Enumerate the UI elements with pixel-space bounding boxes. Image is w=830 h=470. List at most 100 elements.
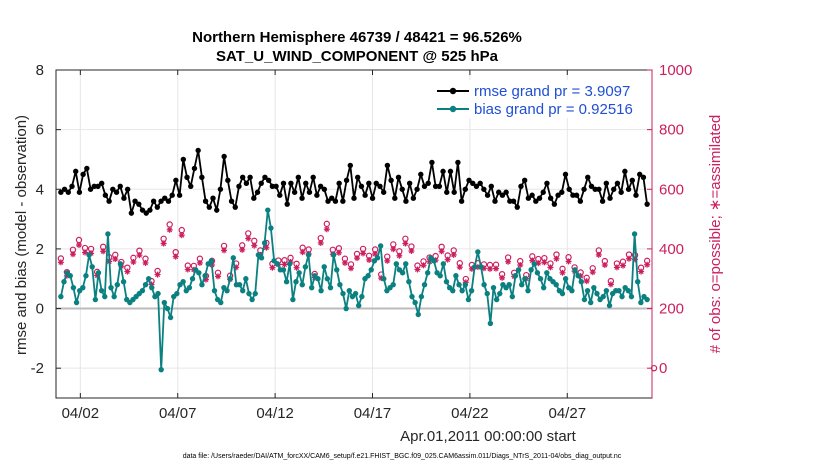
rmse-point	[355, 174, 361, 181]
bias-point	[114, 281, 121, 288]
rmse-point	[291, 189, 298, 195]
rmse-point	[414, 186, 420, 192]
bias-point	[243, 276, 249, 282]
bias-point	[117, 261, 124, 267]
bias-point	[575, 273, 581, 279]
bias-point	[324, 276, 331, 282]
bias-point	[631, 231, 638, 237]
bias-point	[98, 287, 105, 294]
obs-assimilated-marker	[499, 274, 506, 281]
bias-point	[581, 296, 588, 303]
obs-assimilated-marker	[124, 268, 131, 275]
rmse-point	[284, 201, 290, 207]
bias-point	[230, 255, 236, 261]
obs-assimilated-marker	[390, 246, 397, 253]
rmse-point	[488, 183, 494, 189]
y2-tick-label: 800	[659, 122, 684, 139]
bias-point	[180, 279, 186, 285]
obs-assimilated-marker	[384, 257, 391, 264]
bias-point	[158, 366, 164, 373]
bias-point	[374, 255, 381, 261]
rmse-point	[110, 186, 116, 192]
obs-possible-marker	[323, 220, 331, 228]
bias-point	[356, 302, 362, 309]
y-axis-label: rmse and bias (model - observation)	[13, 115, 30, 355]
bias-point	[635, 279, 641, 285]
bias-point	[462, 281, 468, 288]
x-tick-label: 04/02	[62, 405, 100, 422]
rmse-point	[236, 183, 242, 189]
y-tick-label: 4	[36, 181, 44, 198]
obs-assimilated-marker	[595, 251, 602, 258]
obs-assimilated-marker	[547, 264, 554, 271]
rmse-point	[518, 183, 524, 189]
obs-assimilated-marker	[354, 255, 361, 262]
rmse-point	[536, 195, 543, 201]
bias-point	[268, 225, 274, 231]
bias-point	[481, 281, 487, 288]
obs-assimilated-marker	[347, 265, 354, 272]
rmse-point	[440, 168, 446, 175]
rmse-point	[254, 189, 261, 195]
rmse-point	[310, 174, 316, 181]
rmse-point	[629, 177, 635, 184]
y2-axis-label: # of obs: o=possible; ∗=assimilated	[707, 115, 724, 354]
rmse-point	[217, 186, 224, 192]
y2-tick-label: 600	[659, 181, 684, 198]
x-tick-label: 04/17	[354, 405, 392, 422]
bias-point	[296, 270, 302, 276]
rmse-point	[529, 192, 535, 198]
rmse-point	[228, 198, 235, 204]
bias-point	[475, 249, 481, 255]
bias-point	[381, 276, 387, 282]
rmse-point	[362, 192, 368, 198]
bias-point	[261, 240, 268, 246]
bias-point	[440, 261, 447, 267]
obs-assimilated-marker	[553, 255, 560, 262]
bias-point	[199, 281, 205, 288]
bias-point	[337, 281, 343, 288]
y2-tick-label: 200	[659, 301, 684, 318]
bias-point	[600, 293, 606, 300]
rmse-point	[477, 180, 483, 187]
rmse-point	[484, 192, 491, 198]
bias-point	[280, 267, 287, 273]
rmse-point	[611, 186, 617, 192]
rmse-point	[188, 183, 194, 189]
rmse-point	[581, 186, 587, 192]
bias-point	[456, 281, 462, 288]
bias-point	[186, 284, 193, 291]
bias-point	[515, 267, 522, 273]
bias-point	[305, 252, 312, 258]
bias-point	[616, 287, 622, 294]
bias-point	[227, 276, 233, 282]
rmse-point	[633, 192, 639, 198]
rmse-point	[280, 180, 287, 187]
rmse-point	[588, 183, 595, 189]
chart-subtitle: SAT_U_WIND_COMPONENT @ 525 hPa	[216, 48, 499, 65]
bias-point	[224, 287, 230, 294]
bias-point	[522, 276, 528, 282]
bias-point	[472, 264, 478, 270]
obs-assimilated-marker	[456, 264, 463, 271]
rmse-point	[395, 174, 402, 181]
bias-point	[327, 284, 334, 291]
rmse-point	[573, 192, 580, 198]
bias-point	[497, 290, 503, 297]
rmse-point	[288, 180, 294, 187]
obs-assimilated-marker	[299, 249, 306, 256]
rmse-point	[262, 174, 268, 181]
rmse-point	[533, 198, 539, 204]
obs-assimilated-marker	[589, 269, 596, 276]
x-tick-label: 04/07	[159, 405, 197, 422]
bias-point	[120, 279, 127, 285]
chart-title: Northern Hemisphere 46739 / 48421 = 96.5…	[192, 29, 522, 46]
rmse-point	[132, 198, 138, 204]
rmse-point	[98, 180, 105, 187]
data-file-footer: data file: /Users/raeder/DAI/ATM_forcXX/…	[183, 453, 622, 460]
legend-rmse-label: rmse grand pr = 3.9097	[474, 83, 630, 100]
bias-point	[399, 270, 406, 276]
bias-point	[70, 284, 77, 291]
obs-assimilated-marker	[100, 248, 107, 255]
rmse-point	[65, 189, 71, 195]
